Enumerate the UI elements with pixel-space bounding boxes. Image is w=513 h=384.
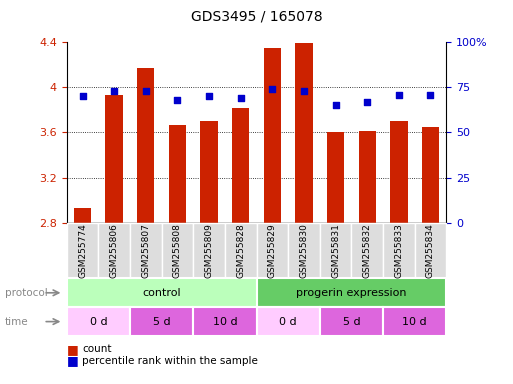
Text: GDS3495 / 165078: GDS3495 / 165078 xyxy=(191,9,322,23)
Bar xyxy=(74,208,91,223)
Text: protocol: protocol xyxy=(5,288,48,298)
Text: 5 d: 5 d xyxy=(153,316,170,327)
Point xyxy=(173,97,182,103)
Point xyxy=(142,88,150,94)
Text: GSM255832: GSM255832 xyxy=(363,223,372,278)
Text: GSM255807: GSM255807 xyxy=(141,223,150,278)
Text: GSM255806: GSM255806 xyxy=(110,223,119,278)
Text: GSM255774: GSM255774 xyxy=(78,223,87,278)
Text: 0 d: 0 d xyxy=(89,316,107,327)
Text: ■: ■ xyxy=(67,354,78,367)
Point xyxy=(331,103,340,109)
Text: time: time xyxy=(5,316,29,327)
Text: GSM255809: GSM255809 xyxy=(205,223,213,278)
Bar xyxy=(169,124,186,223)
Bar xyxy=(137,68,154,223)
Text: GSM255828: GSM255828 xyxy=(236,223,245,278)
Bar xyxy=(264,48,281,223)
Text: 10 d: 10 d xyxy=(402,316,427,327)
Text: 10 d: 10 d xyxy=(212,316,237,327)
Bar xyxy=(295,43,312,223)
Point xyxy=(78,93,87,99)
Bar xyxy=(232,108,249,223)
Point xyxy=(394,91,403,98)
Text: GSM255831: GSM255831 xyxy=(331,223,340,278)
Point xyxy=(205,93,213,99)
Point xyxy=(236,95,245,101)
Text: control: control xyxy=(142,288,181,298)
Bar xyxy=(201,121,218,223)
Text: GSM255830: GSM255830 xyxy=(300,223,308,278)
Point xyxy=(268,86,277,92)
Point xyxy=(363,99,371,105)
Text: progerin expression: progerin expression xyxy=(296,288,407,298)
Point xyxy=(300,88,308,94)
Text: ■: ■ xyxy=(67,343,78,356)
Bar xyxy=(106,95,123,223)
Bar xyxy=(327,132,344,223)
Text: count: count xyxy=(82,344,112,354)
Point xyxy=(110,88,118,94)
Text: GSM255834: GSM255834 xyxy=(426,223,435,278)
Text: GSM255808: GSM255808 xyxy=(173,223,182,278)
Text: GSM255829: GSM255829 xyxy=(268,223,277,278)
Text: GSM255833: GSM255833 xyxy=(394,223,403,278)
Text: 0 d: 0 d xyxy=(279,316,297,327)
Point xyxy=(426,91,435,98)
Bar xyxy=(390,121,407,223)
Bar xyxy=(422,127,439,223)
Text: percentile rank within the sample: percentile rank within the sample xyxy=(82,356,258,366)
Text: 5 d: 5 d xyxy=(343,316,360,327)
Bar xyxy=(359,131,376,223)
